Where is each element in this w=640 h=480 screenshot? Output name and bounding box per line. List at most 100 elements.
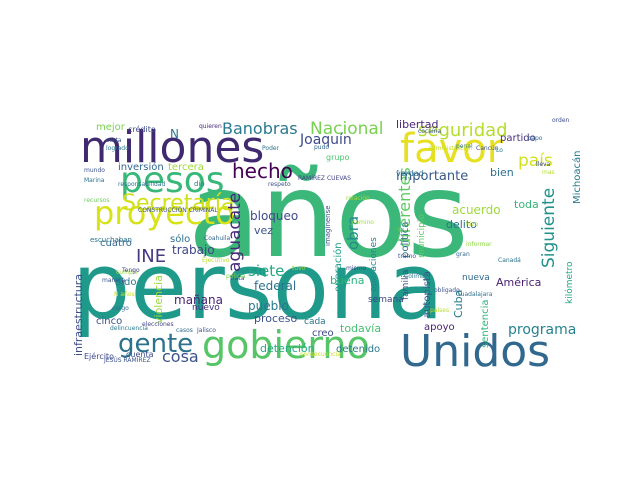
cloud-word: cocaína <box>418 128 441 135</box>
cloud-word: hizo <box>466 221 479 228</box>
cloud-word: penal <box>456 143 473 150</box>
cloud-word: apoyo <box>424 322 455 333</box>
cloud-word: inversión <box>118 161 164 173</box>
cloud-word: Ejecutivo <box>202 257 230 264</box>
cloud-word: vez <box>254 224 273 237</box>
cloud-word: hecho <box>232 159 293 183</box>
cloud-word: acuerdo <box>452 203 501 217</box>
cloud-word: cuatro <box>100 238 132 249</box>
cloud-word: carta <box>106 137 122 144</box>
cloud-word: Poder <box>262 145 280 152</box>
cloud-word: Siguiente <box>539 188 559 268</box>
cloud-word: Colima <box>404 273 425 280</box>
cloud-word: camino <box>352 219 374 226</box>
cloud-word: autopista <box>422 271 433 318</box>
cloud-word: logrado <box>106 145 129 152</box>
cloud-word: JESÚS RAMÍREZ <box>103 357 151 364</box>
cloud-word: violencia <box>152 275 165 324</box>
cloud-word: obligado <box>434 287 460 294</box>
cloud-word: cuenta <box>126 350 154 359</box>
cloud-word: Guadalajara <box>456 291 493 298</box>
cloud-word: gobierno <box>202 323 370 367</box>
cloud-word: escuchaban <box>90 236 132 244</box>
cloud-word: Canadá <box>498 257 521 264</box>
cloud-word: cumple <box>116 269 138 276</box>
cloud-word: pueblo <box>248 299 289 313</box>
cloud-word: Banobras <box>222 119 298 138</box>
cloud-word: tramo <box>398 253 416 260</box>
cloud-word: informar <box>466 241 492 248</box>
cloud-word: todavía <box>340 322 381 335</box>
cloud-word: relación <box>346 195 370 202</box>
cloud-word: programa <box>508 322 576 338</box>
cloud-word: cargo <box>112 305 129 312</box>
cloud-word: sido <box>116 277 136 288</box>
cloud-word: buena <box>330 274 364 287</box>
cloud-word: países <box>430 307 449 314</box>
cloud-word: obra <box>344 216 362 250</box>
cloud-word: nueva <box>462 273 490 283</box>
cloud-word: grupo <box>326 153 350 162</box>
cloud-word: Cuba <box>452 290 465 318</box>
cloud-word: mas <box>542 169 555 176</box>
cloud-word: nuevo <box>192 303 220 313</box>
cloud-word: Nacional <box>310 119 384 139</box>
cloud-word: América <box>496 276 541 289</box>
cloud-word: federal <box>254 279 296 293</box>
cloud-word: N años <box>114 291 135 298</box>
cloud-word: política <box>399 222 411 258</box>
cloud-word: persona <box>72 233 444 340</box>
cloud-word: quieren <box>199 123 222 130</box>
cloud-word: país <box>518 151 553 171</box>
cloud-word: trata <box>230 275 245 282</box>
cloud-word: administración <box>428 145 473 152</box>
cloud-word: N <box>170 127 179 141</box>
cloud-word: consecuencia <box>300 351 341 358</box>
cloud-word: aguacate <box>225 193 245 272</box>
cloud-word: recursos <box>84 197 110 204</box>
cloud-word: tercera <box>168 162 204 173</box>
cloud-word: elecciones <box>142 321 174 328</box>
cloud-word: responsabilidad <box>118 181 166 188</box>
cloud-word: CONSTRUCCIÓN CRIMINAL <box>138 207 218 214</box>
cloud-word: Michoacán <box>571 151 583 204</box>
cloud-word: importante <box>396 169 468 184</box>
cloud-word: Tengo <box>121 267 140 274</box>
cloud-word: bloqueo <box>250 209 298 223</box>
cloud-word: proceso <box>254 312 298 325</box>
cloud-word: Ejército <box>84 351 114 361</box>
cloud-word: Joaquín <box>299 132 352 148</box>
cloud-word: familia <box>401 270 411 300</box>
cloud-word: operación <box>332 242 344 292</box>
cloud-word: Lo <box>496 147 503 154</box>
cloud-word: respeto <box>268 181 291 188</box>
cloud-word: siete <box>248 262 284 280</box>
cloud-word: orden <box>552 117 570 124</box>
cloud-word: proyecto <box>94 194 235 232</box>
cloud-word: cinco <box>96 316 122 327</box>
cloud-word: mundo <box>84 167 105 174</box>
cloud-word: detenido <box>336 344 380 355</box>
cloud-word: sólo <box>170 233 190 245</box>
cloud-word: delincuencia <box>110 325 148 332</box>
cloud-word: millones <box>80 122 264 173</box>
cloud-word: policía <box>226 273 246 280</box>
cloud-word: Unidos <box>400 326 550 377</box>
cloud-word: semana <box>368 295 404 305</box>
cloud-word: manera <box>102 277 125 284</box>
cloud-word: creo <box>312 328 334 339</box>
cloud-word: INE <box>136 246 166 267</box>
cloud-word: Marina <box>84 177 105 184</box>
cloud-word: delito <box>446 218 477 231</box>
cloud-word: mismo <box>346 265 366 272</box>
cloud-word: cosa <box>162 347 199 366</box>
cloud-word: imagínense <box>324 205 332 246</box>
cloud-word: gente <box>118 329 193 359</box>
cloud-word: detención <box>260 342 315 355</box>
cloud-word: libertad <box>396 118 438 131</box>
cloud-word: verdad <box>396 169 424 178</box>
cloud-word: años <box>188 146 469 284</box>
cloud-word: partido <box>500 133 536 144</box>
